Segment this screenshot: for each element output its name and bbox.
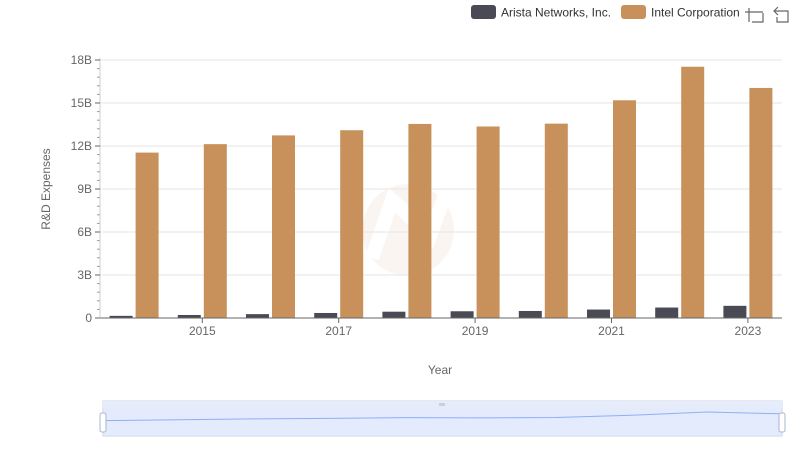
zoom-select-icon[interactable] (745, 8, 764, 23)
bar-intel-2017[interactable] (340, 130, 364, 318)
x-tick-label: 2023 (735, 324, 762, 338)
restore-icon[interactable] (773, 6, 789, 23)
bar-arista-2017[interactable] (314, 312, 338, 318)
bar-intel-2016[interactable] (272, 135, 295, 318)
x-tick-label: 2021 (598, 324, 625, 338)
bar-intel-2015[interactable] (203, 144, 227, 318)
legend: Arista Networks, Inc. Intel Corporation (471, 5, 740, 20)
bar-intel-2021[interactable] (613, 100, 636, 318)
bar-arista-2023[interactable] (723, 305, 747, 318)
bar-arista-2015[interactable] (177, 314, 201, 318)
x-axis-title: Year (428, 363, 452, 377)
slider-selected-range[interactable] (103, 408, 782, 436)
bar-arista-2020[interactable] (518, 310, 542, 318)
y-tick-label: 9B (77, 182, 92, 196)
grid-lines (100, 59, 782, 276)
legend-label-intel: Intel Corporation (651, 6, 740, 20)
bar-intel-2019[interactable] (476, 126, 500, 318)
legend-item-arista[interactable]: Arista Networks, Inc. (471, 5, 611, 20)
y-tick-label: 18B (71, 53, 92, 67)
bar-intel-2020[interactable] (544, 123, 568, 318)
slider-handle-left[interactable] (99, 412, 107, 433)
legend-swatch-intel (621, 5, 646, 19)
legend-item-intel[interactable]: Intel Corporation (621, 5, 740, 20)
bar-intel-2022[interactable] (681, 66, 705, 318)
y-tick-label: 3B (77, 268, 92, 282)
bar-arista-2019[interactable] (450, 311, 474, 318)
y-axis-ticks: 0 3B 6B 9B 12B 15B 18B (71, 53, 100, 325)
y-tick-label: 15B (71, 96, 92, 110)
x-tick-label: 2017 (325, 324, 352, 338)
slider-data-preview (102, 411, 783, 422)
data-zoom-slider[interactable] (99, 400, 786, 437)
bar-intel-2018[interactable] (408, 123, 432, 318)
bar-intel-2023[interactable] (749, 87, 773, 318)
x-tick-label: 2015 (189, 324, 216, 338)
slider-handle-right[interactable] (778, 412, 786, 433)
x-tick-label: 2019 (462, 324, 489, 338)
bar-intel-2014[interactable] (135, 152, 159, 318)
legend-swatch-arista (471, 5, 496, 19)
y-tick-label: 12B (71, 139, 92, 153)
x-axis-ticks: 2015 2017 2019 2021 2023 (189, 318, 762, 338)
legend-label-arista: Arista Networks, Inc. (501, 6, 611, 20)
y-tick-label: 6B (77, 225, 92, 239)
bar-arista-2016[interactable] (246, 314, 269, 318)
bar-arista-2018[interactable] (382, 311, 406, 318)
slider-grip-icon[interactable] (439, 403, 445, 406)
watermark-logo (362, 184, 454, 276)
bar-arista-2014[interactable] (109, 315, 133, 318)
bars (109, 66, 773, 318)
y-tick-label: 0 (85, 311, 92, 325)
bar-arista-2022[interactable] (655, 307, 679, 318)
y-axis-title: R&D Expenses (39, 148, 53, 229)
bar-arista-2021[interactable] (587, 309, 610, 318)
